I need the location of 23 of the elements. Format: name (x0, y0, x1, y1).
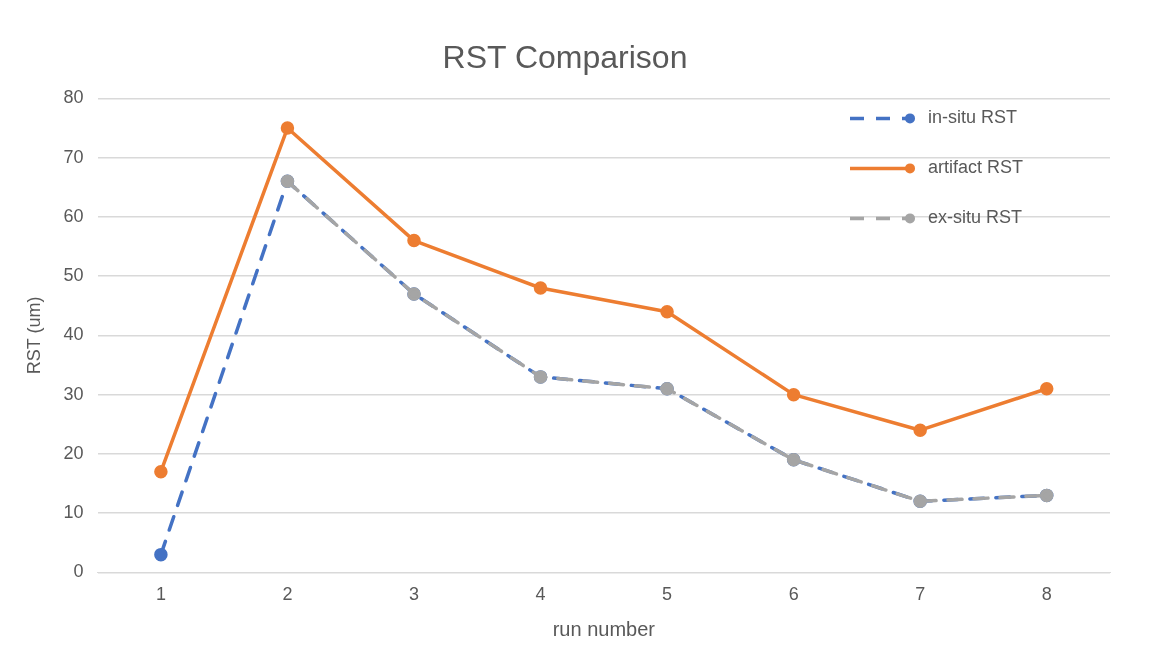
x-tick-label: 7 (915, 584, 926, 605)
chart-title: RST Comparison (442, 39, 688, 76)
x-tick-label: 1 (155, 584, 166, 605)
x-axis-title: run number (552, 617, 656, 640)
y-tick-label: 10 (63, 502, 84, 523)
y-tick-label: 50 (63, 265, 84, 286)
y-axis-title: RST (um) (23, 296, 44, 375)
y-tick-label: 60 (63, 205, 84, 226)
x-tick-label: 3 (408, 584, 419, 605)
y-tick-label: 30 (63, 383, 84, 404)
x-tick-label: 8 (1041, 584, 1052, 605)
legend-label: ex-situ RST (928, 207, 1023, 228)
legend-label: in-situ RST (928, 107, 1018, 128)
y-tick-label: 0 (73, 561, 84, 582)
y-tick-label: 20 (63, 442, 84, 463)
x-tick-label: 4 (535, 584, 546, 605)
y-tick-label: 80 (63, 87, 84, 108)
y-tick-label: 40 (63, 324, 84, 345)
x-tick-label: 2 (282, 584, 293, 605)
y-tick-label: 70 (63, 146, 84, 167)
x-tick-label: 6 (788, 584, 799, 605)
legend-label: artifact RST (928, 157, 1024, 178)
x-tick-label: 5 (662, 584, 673, 605)
